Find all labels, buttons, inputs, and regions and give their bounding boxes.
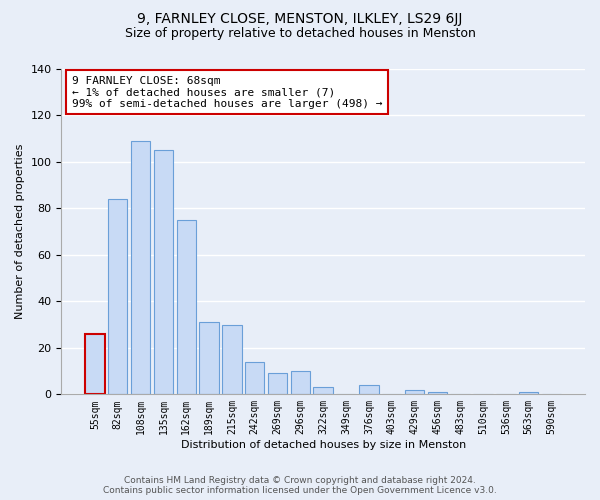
Text: Size of property relative to detached houses in Menston: Size of property relative to detached ho… (125, 28, 475, 40)
Text: 9, FARNLEY CLOSE, MENSTON, ILKLEY, LS29 6JJ: 9, FARNLEY CLOSE, MENSTON, ILKLEY, LS29 … (137, 12, 463, 26)
X-axis label: Distribution of detached houses by size in Menston: Distribution of detached houses by size … (181, 440, 466, 450)
Bar (313, 388, 333, 394)
Bar (131, 141, 150, 395)
Bar (108, 199, 127, 394)
Bar (268, 374, 287, 394)
Bar (222, 324, 242, 394)
Bar (519, 392, 538, 394)
Bar (176, 220, 196, 394)
Bar (85, 334, 104, 394)
Bar (290, 371, 310, 394)
Bar (405, 390, 424, 394)
Y-axis label: Number of detached properties: Number of detached properties (15, 144, 25, 320)
Text: 9 FARNLEY CLOSE: 68sqm
← 1% of detached houses are smaller (7)
99% of semi-detac: 9 FARNLEY CLOSE: 68sqm ← 1% of detached … (72, 76, 382, 108)
Bar (245, 362, 265, 394)
Bar (199, 322, 219, 394)
Bar (428, 392, 447, 394)
Text: Contains HM Land Registry data © Crown copyright and database right 2024.
Contai: Contains HM Land Registry data © Crown c… (103, 476, 497, 495)
Bar (154, 150, 173, 394)
Bar (359, 385, 379, 394)
